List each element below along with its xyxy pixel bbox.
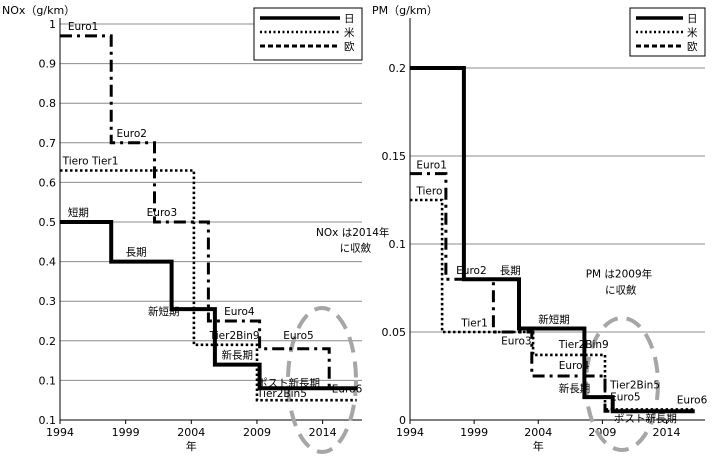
annotation-label: に収斂 bbox=[605, 283, 637, 296]
x-tick-label: 2004 bbox=[177, 426, 205, 439]
legend-label: 欧 bbox=[344, 41, 355, 53]
x-tick-label: 2014 bbox=[653, 426, 681, 439]
y-tick-label: 0.1 bbox=[39, 374, 57, 387]
annotation-label: ポスト新長期 bbox=[257, 376, 320, 389]
x-tick-label: 1994 bbox=[46, 426, 74, 439]
y-tick-label: 0.2 bbox=[39, 335, 57, 348]
y-tick-label: 0 bbox=[399, 414, 406, 427]
chart-nox: NOx（g/km） 0.1 0.1 0.2 0.3 0.4 0.5 0.6 0.7 0.8 0.9 1… bbox=[2, 4, 389, 454]
y-tick-label: 0.1 bbox=[39, 414, 57, 427]
annotation-label: に収斂 bbox=[340, 242, 372, 255]
x-tick-label: 1994 bbox=[396, 426, 424, 439]
x-axis-title: 年 bbox=[533, 439, 544, 453]
y-tick-label: 0.05 bbox=[382, 326, 407, 339]
x-tick-label: 2014 bbox=[309, 426, 337, 439]
x-tick-label: 2004 bbox=[524, 426, 552, 439]
annotation-label: 新長期 bbox=[222, 349, 254, 362]
legend: 日米欧 bbox=[629, 7, 706, 57]
annotation-label: Euro4 bbox=[224, 306, 255, 318]
annotation-label: Euro2 bbox=[456, 265, 486, 277]
y-tick-label: 0.3 bbox=[39, 295, 57, 308]
y-tick-label: 0.5 bbox=[39, 216, 57, 229]
annotation-label: Euro6 bbox=[332, 383, 363, 395]
annotation-label: Euro3 bbox=[501, 335, 531, 347]
y-tick-label: 1 bbox=[49, 18, 56, 31]
annotation-label: Tiero Tier1 bbox=[62, 156, 119, 168]
annotation-label: Tier1 bbox=[460, 318, 487, 330]
annotation-label: 新短期 bbox=[538, 313, 570, 326]
annotation-label: Tier2Bin5 bbox=[609, 379, 660, 391]
annotation-label: Euro4 bbox=[559, 360, 590, 372]
chart-pm: PM（g/km） 0 0.05 0.1 0.15 0.2 1994 1999 2004 2009 2… bbox=[372, 4, 708, 453]
convergence-ellipse bbox=[286, 306, 358, 454]
y-axis-title: PM（g/km） bbox=[372, 4, 438, 17]
series-line-3 bbox=[60, 34, 357, 390]
annotation-label: Euro1 bbox=[68, 21, 98, 33]
legend-label: 米 bbox=[687, 26, 698, 39]
annotation-label: Euro1 bbox=[416, 159, 446, 171]
series-line-2 bbox=[410, 198, 695, 411]
y-tick-label: 0.4 bbox=[39, 256, 57, 269]
annotation-label: 短期 bbox=[68, 206, 89, 219]
annotation-label: ポスト新長期 bbox=[614, 412, 677, 425]
y-tick-label: 0.9 bbox=[39, 58, 57, 71]
annotation-label: Euro2 bbox=[116, 128, 146, 140]
annotation-label: 長期 bbox=[126, 247, 147, 259]
series-line-3 bbox=[410, 172, 695, 413]
series-line-2 bbox=[60, 169, 357, 402]
annotation-label: Tiero bbox=[415, 186, 442, 198]
x-tick-label: 2009 bbox=[588, 426, 616, 439]
x-axis-title: 年 bbox=[186, 439, 197, 453]
y-tick-label: 0.6 bbox=[39, 176, 57, 189]
legend-label: 日 bbox=[344, 13, 355, 25]
annotation-label: Tier2Bin9 bbox=[209, 330, 260, 342]
x-tick-label: 2009 bbox=[243, 426, 271, 439]
annotation-label: Euro3 bbox=[147, 207, 177, 219]
annotation-label: Euro5 bbox=[283, 330, 313, 342]
series-line-1 bbox=[410, 66, 695, 414]
annotation-label: 新長期 bbox=[559, 382, 591, 395]
annotation-label: 長期 bbox=[500, 265, 521, 277]
legend-label: 米 bbox=[344, 26, 355, 39]
x-tick-label: 1999 bbox=[112, 426, 140, 439]
legend-label: 日 bbox=[687, 13, 698, 25]
y-tick-label: 0.8 bbox=[39, 97, 57, 110]
y-axis-title: NOx（g/km） bbox=[2, 4, 75, 17]
legend-label: 欧 bbox=[687, 41, 698, 53]
legend: 日米欧 bbox=[253, 7, 363, 61]
annotation-label: Euro6 bbox=[677, 394, 708, 406]
annotation-label: NOx は2014年 bbox=[316, 226, 389, 239]
annotation-label: PM は2009年 bbox=[586, 267, 652, 280]
y-tick-label: 0.1 bbox=[389, 238, 407, 251]
x-tick-label: 1999 bbox=[460, 426, 488, 439]
y-tick-label: 0.7 bbox=[39, 137, 57, 150]
annotation-label: 新短期 bbox=[148, 305, 180, 318]
annotation-label: Tier2Bin9 bbox=[558, 339, 609, 351]
annotation-label: Tier2Bin5 bbox=[256, 388, 307, 400]
annotation-label: Euro5 bbox=[610, 392, 640, 404]
y-tick-label: 0.2 bbox=[389, 62, 407, 75]
y-tick-label: 0.15 bbox=[382, 150, 407, 163]
